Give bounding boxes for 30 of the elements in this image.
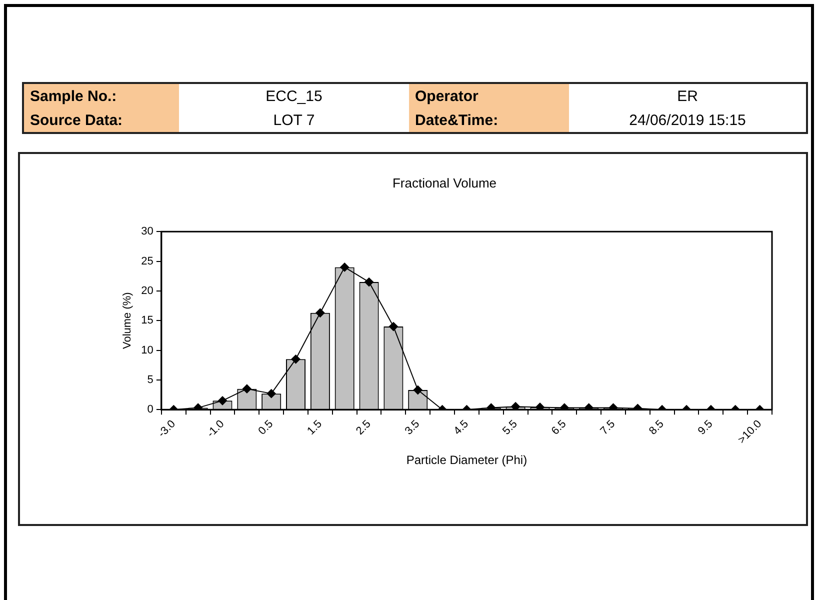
text: Sample No.: <box>24 84 179 108</box>
x-axis-title: Particle Diameter (Phi) <box>406 453 528 468</box>
chart-title: Fractional Volume <box>392 175 497 190</box>
x-tick-label: 6.5 <box>549 418 569 438</box>
y-tick-label: 30 <box>141 226 154 238</box>
y-tick-label: 15 <box>141 314 154 327</box>
y-tick-label: 5 <box>147 374 154 386</box>
x-tick-label: 4.5 <box>452 418 471 438</box>
x-tick-label: 2.5 <box>354 418 374 438</box>
text: Operator <box>409 84 569 108</box>
text: LOT 7 <box>272 110 316 130</box>
x-tick-label: 5.5 <box>500 418 520 438</box>
x-tick-label: 8.5 <box>647 418 666 438</box>
x-tick-label: 1.5 <box>305 418 324 438</box>
x-tick-label: 9.5 <box>696 418 716 438</box>
text: ER <box>676 86 699 106</box>
x-tick-label: 0.5 <box>256 418 276 438</box>
y-axis-title: Volume (%) <box>122 292 134 350</box>
y-tick-label: 0 <box>147 404 154 416</box>
text: ECC_15 <box>264 86 324 106</box>
x-tick-label: 7.5 <box>598 418 618 438</box>
x-tick-label: 3.5 <box>402 418 422 438</box>
y-tick-label: 20 <box>141 284 154 297</box>
y-tick-label: 25 <box>141 255 154 268</box>
text: Date&Time: <box>409 108 569 132</box>
x-tick-label: -3.0 <box>156 418 178 440</box>
y-tick-label: 10 <box>141 344 154 356</box>
source-note: Source Data: <box>24 108 179 132</box>
x-tick-label: -1.0 <box>204 418 227 440</box>
text: 24/06/2019 15:15 <box>628 110 747 130</box>
